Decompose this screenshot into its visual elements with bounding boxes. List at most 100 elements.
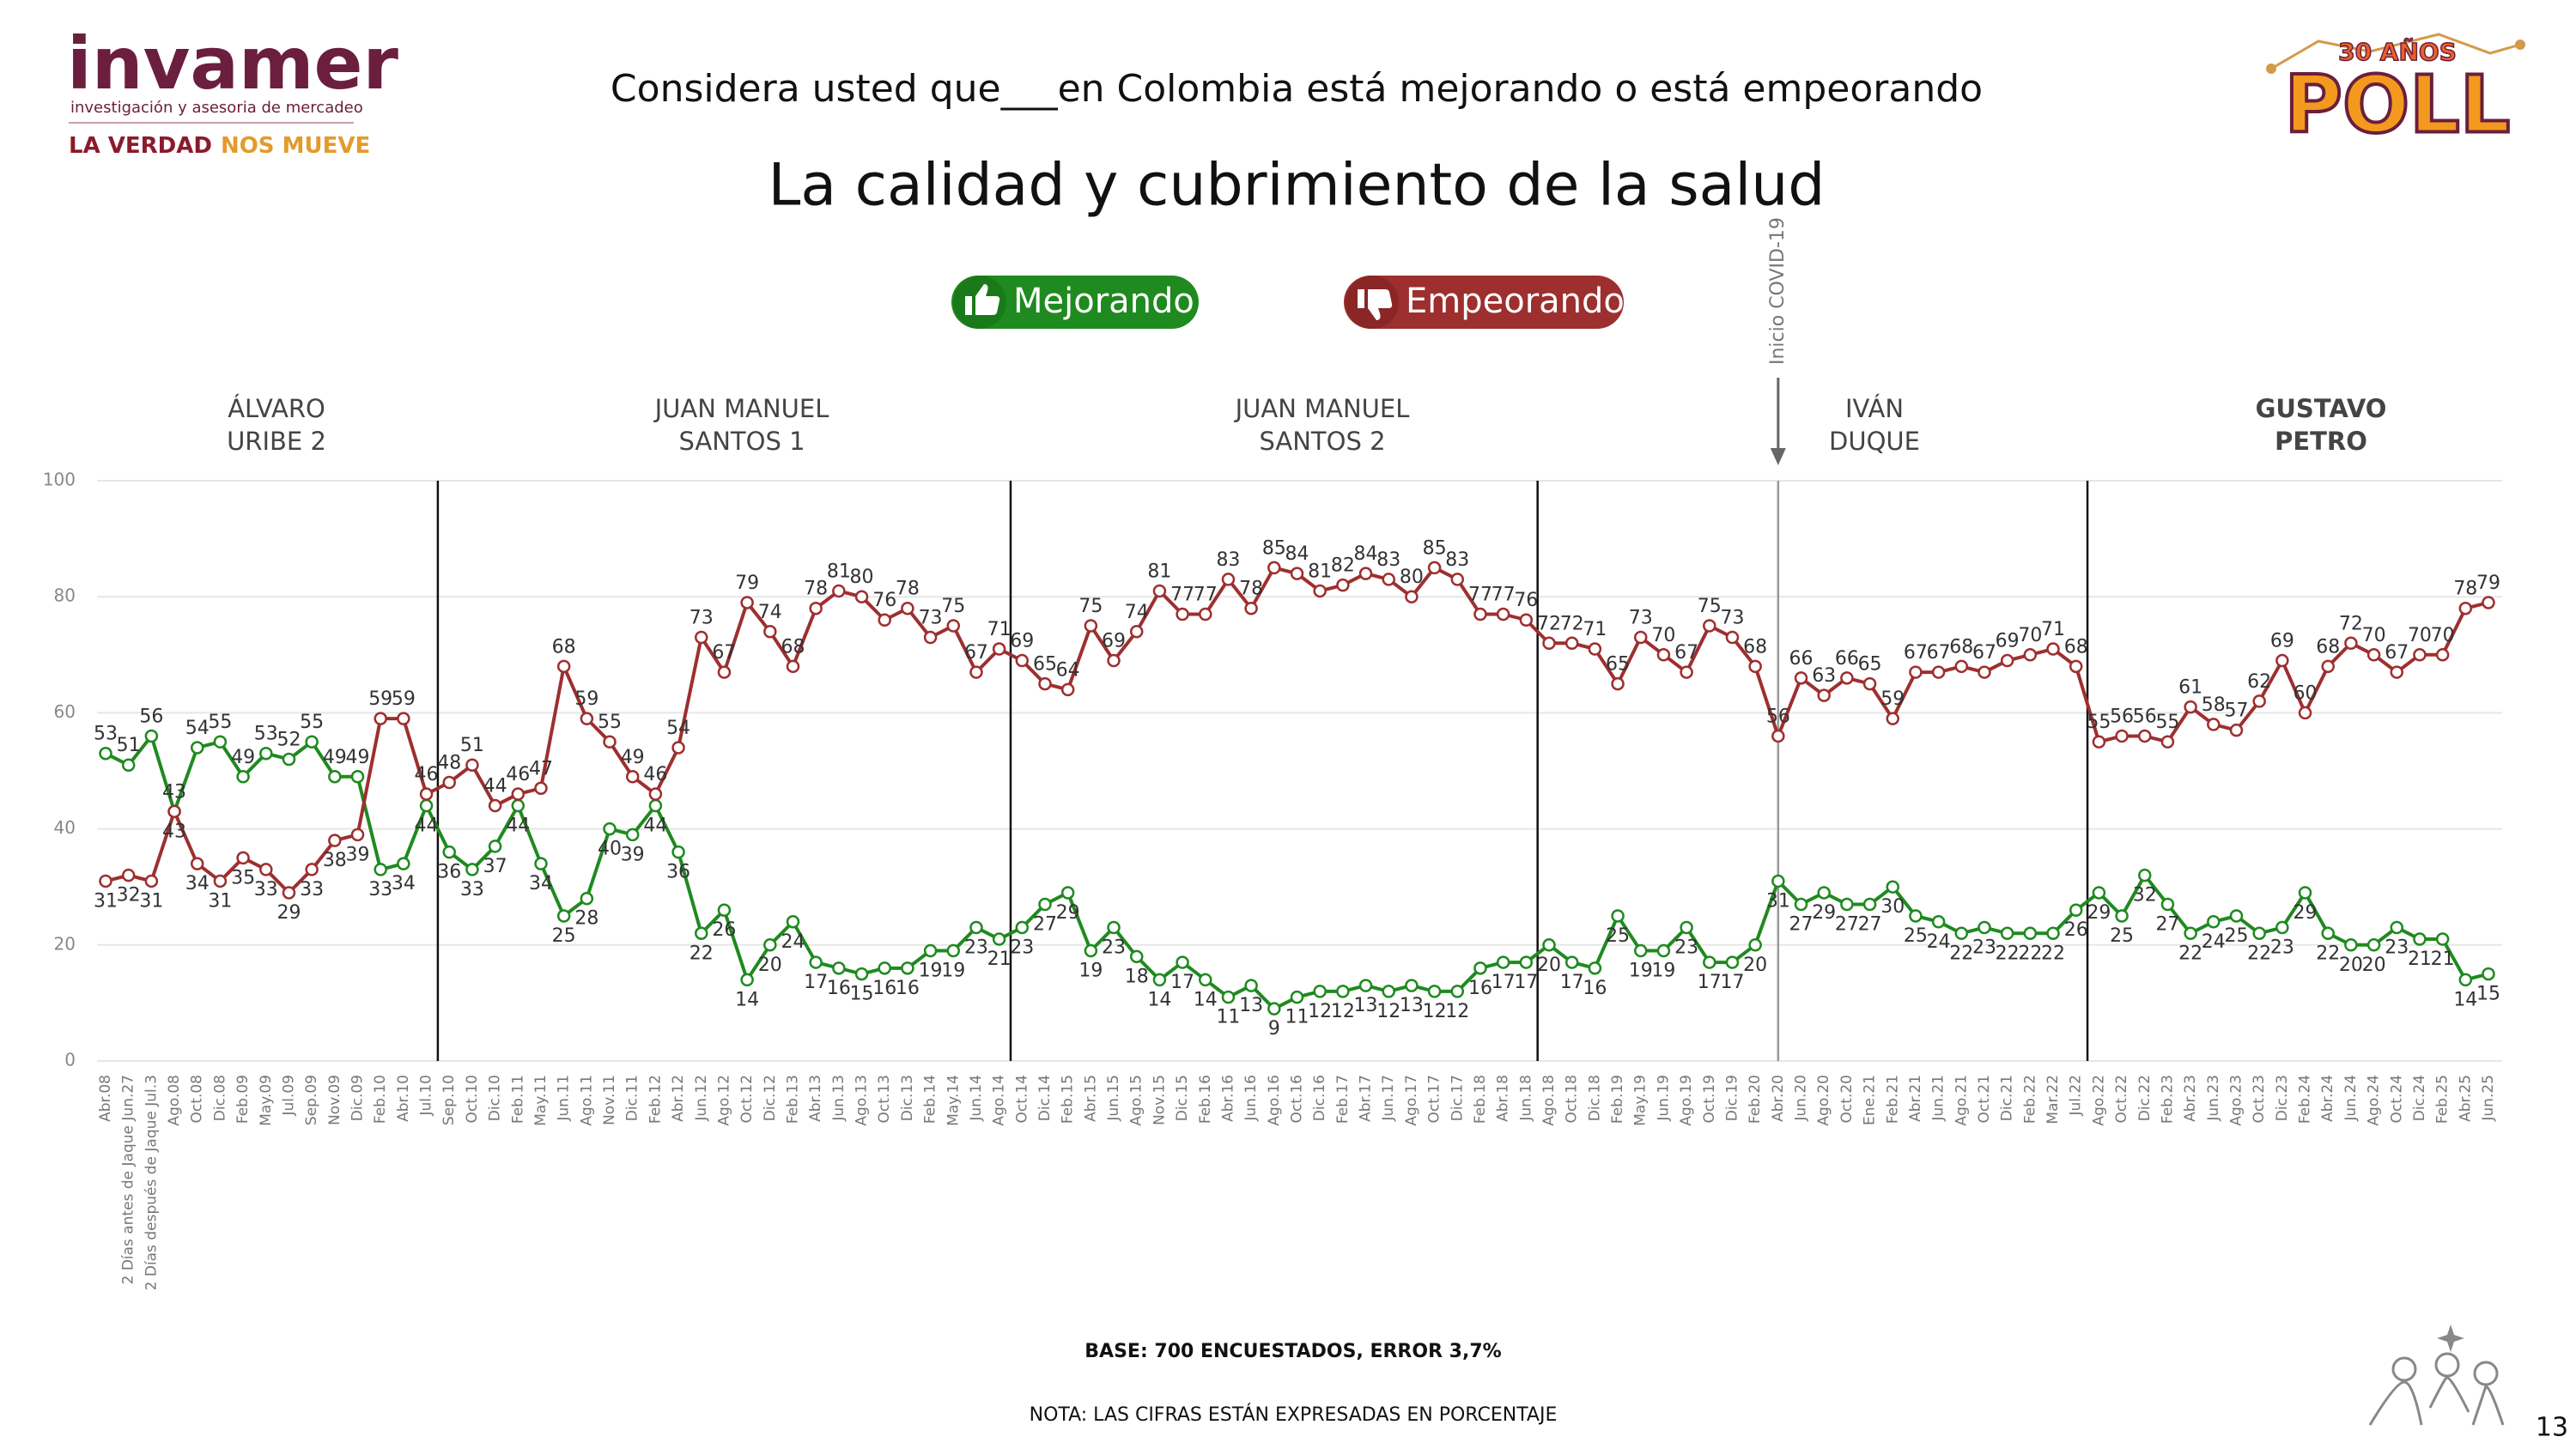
data-label: 51 — [460, 735, 484, 756]
point — [1496, 607, 1510, 621]
legend-label: Empeorando — [1406, 282, 1625, 321]
data-label: 43 — [162, 781, 186, 803]
data-label: 81 — [1147, 561, 1171, 582]
data-label: 68 — [2316, 636, 2340, 658]
point — [2458, 601, 2473, 615]
data-label: 34 — [392, 873, 416, 894]
point — [1084, 943, 1098, 958]
point — [1542, 636, 1556, 651]
point — [946, 619, 961, 633]
data-label: 12 — [1331, 1001, 1355, 1022]
data-label: 16 — [872, 978, 896, 999]
point — [832, 961, 846, 975]
data-label: 26 — [712, 919, 736, 941]
data-label: 70 — [2408, 625, 2432, 646]
point — [1817, 886, 1831, 900]
point — [1221, 573, 1236, 586]
data-label: 16 — [1468, 978, 1492, 999]
x-tick-label: Dic.16 — [1311, 1075, 1328, 1121]
point — [534, 857, 548, 870]
thumb-up — [965, 284, 1000, 315]
data-label: 20 — [2362, 955, 2386, 976]
point — [1129, 625, 1144, 639]
data-label: 79 — [735, 573, 759, 594]
y-tick-label: 80 — [54, 585, 76, 606]
x-tick-label: Dic.17 — [1449, 1075, 1466, 1121]
data-label: 22 — [1949, 943, 1973, 964]
tagline-1: LA VERDAD — [69, 133, 212, 159]
point — [2482, 596, 2495, 609]
x-tick-label: Feb.20 — [1747, 1075, 1764, 1124]
data-label: 55 — [2155, 712, 2179, 733]
point — [603, 822, 617, 836]
data-label: 63 — [1812, 665, 1836, 687]
data-label: 19 — [919, 961, 943, 982]
x-tick-label: Abr.10 — [395, 1075, 412, 1122]
x-tick-label: 2 Días después de Jaque Jul.3 — [143, 1075, 160, 1290]
point — [1473, 607, 1487, 621]
x-tick-label: Feb.21 — [1884, 1075, 1901, 1124]
x-tick-label: Feb.12 — [647, 1075, 664, 1124]
x-tick-label: May.19 — [1632, 1075, 1649, 1126]
x-tick-label: Jul.22 — [2068, 1075, 2085, 1117]
data-label: 22 — [2178, 943, 2202, 964]
point — [901, 961, 914, 975]
tagline: LA VERDAD NOS MUEVE — [69, 133, 370, 159]
data-label: 31 — [1766, 890, 1790, 912]
data-label: 80 — [1400, 567, 1424, 588]
logo-sub: investigación y asesoria de mercadeo — [70, 99, 363, 117]
x-tick-label: Ago.15 — [1128, 1075, 1145, 1126]
point — [2435, 648, 2450, 662]
data-label: 67 — [2385, 642, 2409, 664]
x-tick-label: Abr.21 — [1907, 1075, 1924, 1122]
point — [2046, 926, 2060, 941]
x-tick-label: Oct.17 — [1426, 1075, 1443, 1123]
data-label: 19 — [1078, 961, 1103, 982]
point — [2458, 973, 2473, 987]
point — [1290, 990, 1304, 1004]
point — [465, 758, 479, 772]
x-tick-label: Oct.12 — [738, 1075, 756, 1123]
point — [809, 601, 823, 615]
data-label: 34 — [529, 873, 553, 894]
point — [99, 746, 112, 761]
data-label: 35 — [231, 867, 255, 888]
point — [2275, 920, 2289, 935]
x-tick-label: Oct.13 — [876, 1075, 893, 1123]
x-tick-label: Ago.16 — [1266, 1075, 1283, 1126]
point — [121, 868, 136, 882]
data-label: 27 — [1033, 913, 1057, 935]
data-label: 69 — [2270, 631, 2294, 652]
point — [236, 851, 250, 865]
x-tick-label: Dic.23 — [2274, 1075, 2291, 1121]
x-tick-label: Jun.23 — [2205, 1075, 2222, 1122]
data-label: 28 — [574, 908, 598, 930]
point — [305, 863, 319, 876]
data-label: 55 — [2087, 712, 2111, 733]
data-label: 14 — [1147, 989, 1171, 1010]
data-label: 79 — [2476, 573, 2500, 594]
point — [1862, 676, 1877, 691]
point — [1336, 985, 1350, 998]
x-tick-label: Feb.10 — [372, 1075, 389, 1124]
data-label: 55 — [598, 712, 622, 733]
point — [2390, 920, 2404, 935]
x-tick-label: Oct.08 — [189, 1075, 206, 1123]
point — [1358, 979, 1373, 992]
point — [2366, 938, 2381, 952]
point — [1060, 886, 1075, 900]
point — [786, 659, 800, 674]
period-label: PETRO — [2275, 427, 2367, 456]
data-label: 83 — [1216, 549, 1240, 571]
data-label: 44 — [506, 815, 530, 837]
data-label: 14 — [735, 989, 759, 1010]
x-tick-label: Dic.11 — [624, 1075, 641, 1121]
x-tick-label: Oct.16 — [1289, 1075, 1306, 1123]
x-tick-label: Ago.24 — [2366, 1075, 2383, 1126]
point — [1129, 949, 1144, 964]
data-label: 40 — [598, 839, 622, 860]
data-label: 22 — [1996, 943, 2020, 964]
data-label: 85 — [1423, 537, 1447, 559]
x-tick-label: Abr.08 — [97, 1075, 114, 1122]
poll-dot — [2515, 39, 2525, 50]
